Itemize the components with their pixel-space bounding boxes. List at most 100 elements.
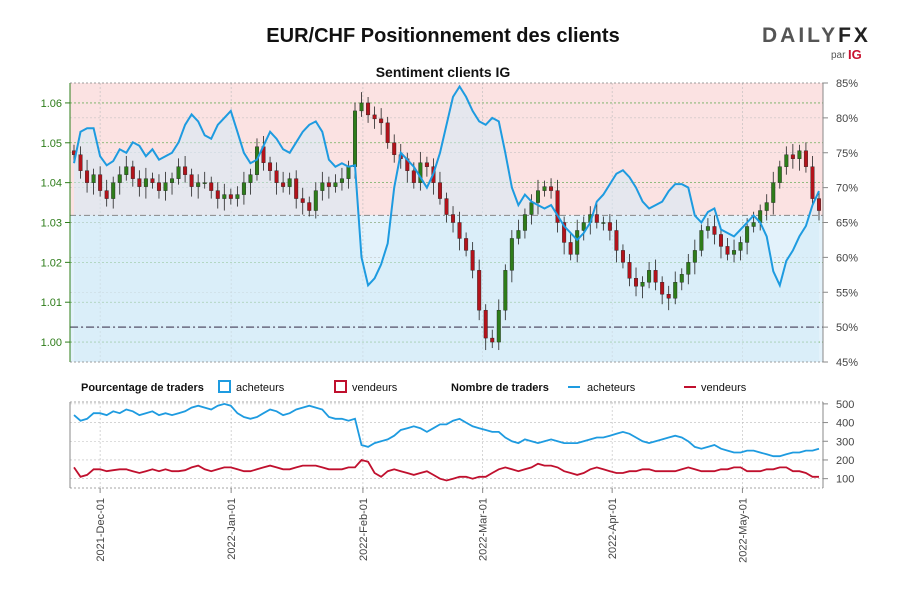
lower-tick-label: 500	[836, 399, 854, 411]
candle-body	[549, 186, 554, 191]
candle-body	[705, 226, 710, 231]
candle-body	[215, 190, 220, 199]
legend-pct-buyers-text: acheteurs	[236, 382, 285, 394]
legend-pct-label: Pourcentage de traders	[81, 382, 204, 394]
candle-body	[85, 170, 90, 183]
candle-body	[117, 174, 122, 183]
candle-body	[222, 194, 227, 199]
main-subtitle: Sentiment clients IG	[376, 64, 511, 80]
candle-body	[150, 178, 155, 183]
lower-axes	[69, 402, 824, 488]
candle-body	[718, 234, 723, 247]
candle-body	[666, 294, 671, 299]
candle-body	[202, 182, 207, 184]
candle-body	[307, 202, 312, 211]
legend-count-label: Nombre de traders	[451, 382, 549, 394]
candle-body	[196, 182, 201, 187]
date-tick-labels: 2021-Dec-01 2022-Jan-01 2022-Feb-01 2022-Ma…	[95, 488, 749, 563]
candle-body	[287, 178, 292, 187]
candle-body	[653, 270, 658, 283]
candle-body	[411, 170, 416, 183]
buyers-count-series	[73, 402, 820, 458]
candle-body	[594, 214, 599, 223]
right-tick-label: 50%	[836, 322, 858, 334]
right-tick-label: 70%	[836, 183, 858, 195]
candle-body	[274, 170, 279, 183]
candle-body	[732, 250, 737, 255]
candle-body	[810, 166, 815, 199]
right-tick-label: 65%	[836, 218, 858, 230]
candle-body	[751, 222, 756, 227]
candle-body	[457, 222, 462, 239]
date-tick-label: 2022-Jan-01	[226, 498, 238, 560]
candle-body	[483, 309, 488, 339]
candle-body	[346, 166, 351, 179]
right-tick-label: 80%	[836, 113, 858, 125]
candle-body	[437, 182, 442, 199]
candle-body	[143, 178, 148, 187]
candle-body	[542, 186, 547, 191]
candle-body	[268, 162, 273, 171]
main-tick-labels: 1.00 1.01 1.02 1.03 1.04 1.05 1.06 45% 50% 55% 60%…	[41, 78, 859, 369]
candle-body	[575, 230, 580, 255]
candle-body	[209, 182, 214, 191]
candle-body	[516, 230, 521, 239]
candle-body	[294, 178, 299, 199]
candle-body	[339, 178, 344, 183]
date-tick-label: 2022-Apr-01	[607, 498, 619, 559]
candle-body	[385, 122, 390, 143]
candle-body	[712, 226, 717, 235]
candle-body	[124, 166, 129, 175]
candle-body	[104, 190, 109, 199]
right-tick-label: 45%	[836, 357, 858, 369]
candle-body	[627, 262, 632, 279]
candle-body	[581, 222, 586, 231]
candle-body	[634, 278, 638, 287]
candle-body	[320, 182, 325, 191]
candle-body	[555, 190, 560, 223]
candle-body	[692, 250, 697, 263]
lower-tick-label: 200	[836, 455, 854, 467]
svg-text:DAILYFX: DAILYFX	[762, 24, 871, 47]
lower-tick-labels: 100 200 300 400 500	[823, 399, 854, 486]
candle-body	[803, 150, 808, 167]
candle-body	[797, 150, 802, 159]
candle-body	[790, 154, 795, 159]
candle-body	[503, 270, 508, 311]
date-tick-label: 2022-Mar-01	[478, 498, 490, 561]
left-tick-label: 1.02	[41, 257, 62, 269]
legend-pct-sellers-text: vendeurs	[352, 382, 398, 394]
candle-body	[130, 166, 135, 179]
candle-body	[817, 198, 821, 211]
lower-tick-label: 100	[836, 474, 854, 486]
candle-body	[241, 182, 246, 195]
buyers-pct-area	[74, 86, 819, 362]
candle-body	[509, 238, 514, 271]
candle-body	[235, 194, 240, 199]
candle-body	[424, 162, 429, 167]
candle-body	[366, 102, 371, 116]
candle-body	[372, 114, 377, 120]
candle-body	[771, 182, 776, 203]
lower-tick-label: 400	[836, 418, 854, 430]
candle-body	[470, 250, 475, 271]
candle-body	[562, 222, 567, 243]
candle-body	[353, 110, 357, 167]
right-tick-label: 60%	[836, 252, 858, 264]
candle-body	[607, 222, 612, 231]
candle-body	[601, 222, 606, 224]
legend-count-buyers-text: acheteurs	[587, 382, 636, 394]
candle-body	[725, 246, 730, 255]
right-tick-label: 75%	[836, 148, 858, 160]
lower-tick-label: 300	[836, 436, 854, 448]
candle-body	[392, 142, 397, 155]
left-tick-label: 1.04	[41, 178, 62, 190]
candle-body	[784, 154, 789, 167]
candle-body	[189, 174, 194, 187]
candle-body	[333, 182, 338, 187]
right-tick-label: 55%	[836, 287, 858, 299]
candle-body	[176, 166, 181, 179]
candle-body	[451, 214, 456, 223]
candle-body	[699, 230, 704, 251]
